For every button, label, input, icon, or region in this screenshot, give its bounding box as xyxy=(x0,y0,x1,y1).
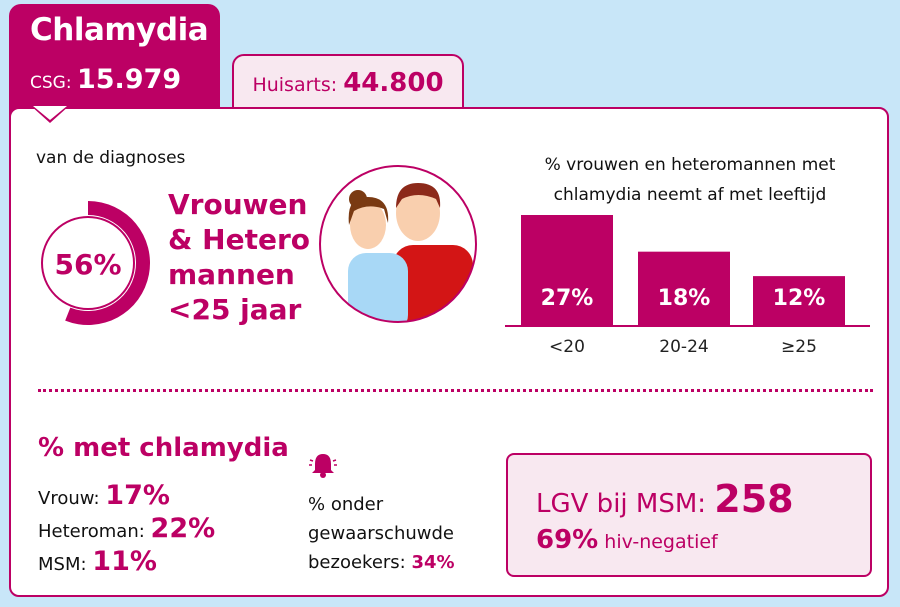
bar-data-label: 12% xyxy=(773,286,826,311)
bar-1 xyxy=(638,251,730,325)
group-line: mannen xyxy=(168,258,295,291)
bar-data-label: 27% xyxy=(541,286,594,311)
hiv-label: hiv-negatief xyxy=(604,531,718,553)
csg-value: 15.979 xyxy=(76,64,182,95)
group-line: <25 jaar xyxy=(168,293,302,326)
donut-inner-circle xyxy=(41,216,135,310)
lgv-box: LGV bij MSM: 258 69% hiv-negatief xyxy=(506,453,872,577)
huisarts-tab: Huisarts: 44.800 xyxy=(232,54,464,114)
x-tick-label: 20-24 xyxy=(659,337,708,357)
met-chlamydia-title: % met chlamydia xyxy=(38,433,289,463)
row-label: Heteroman: xyxy=(38,521,145,542)
huisarts-value: 44.800 xyxy=(343,68,444,98)
warned-line: gewaarschuwde xyxy=(308,523,454,544)
group-label: Vrouwen & Hetero mannen <25 jaar xyxy=(168,187,310,327)
csg-label: CSG: xyxy=(30,73,72,93)
group-line: & Hetero xyxy=(168,223,311,256)
row-value: 22% xyxy=(150,513,216,544)
huisarts-label: Huisarts: xyxy=(252,74,338,96)
donut-percent: 56% xyxy=(54,248,121,281)
donut-arc xyxy=(65,201,150,325)
bar-chart: 27% <20 18% 20-24 12% ≥25 xyxy=(505,215,870,357)
bar-data-label: 18% xyxy=(658,286,711,311)
warned-text: % onder gewaarschuwde bezoekers: 34% xyxy=(308,490,455,577)
row-label: Vrouw: xyxy=(38,488,100,509)
row-value: 11% xyxy=(92,546,157,577)
warned-line: bezoekers: xyxy=(308,552,406,573)
lgv-label: LGV bij MSM: xyxy=(536,489,707,519)
tab-pointer-inner xyxy=(33,106,67,120)
x-tick-label: <20 xyxy=(549,337,585,357)
x-tick-label: ≥25 xyxy=(781,337,817,357)
bar-2 xyxy=(753,276,845,325)
row-heteroman: Heteroman: 22% xyxy=(38,513,215,544)
diagnoses-label: van de diagnoses xyxy=(36,148,186,168)
donut-chart: 56% xyxy=(41,201,150,325)
warned-line: % onder xyxy=(308,494,384,515)
chart-title: % vrouwen en heteromannen met chlamydia … xyxy=(544,155,836,205)
group-line: Vrouwen xyxy=(168,188,308,221)
page-title: Chlamydia xyxy=(30,12,209,48)
bell-icon xyxy=(309,454,337,478)
people-illustration xyxy=(319,165,477,323)
row-vrouw: Vrouw: 17% xyxy=(38,480,170,511)
csg-count: CSG: 15.979 xyxy=(30,64,181,95)
row-msm: MSM: 11% xyxy=(38,546,157,577)
row-label: MSM: xyxy=(38,554,87,575)
warned-value: 34% xyxy=(411,552,455,573)
dotted-divider xyxy=(38,389,873,392)
hiv-percent: 69% xyxy=(536,525,599,555)
row-value: 17% xyxy=(105,480,170,511)
bar-0 xyxy=(521,215,613,325)
lgv-value: 258 xyxy=(714,477,794,521)
